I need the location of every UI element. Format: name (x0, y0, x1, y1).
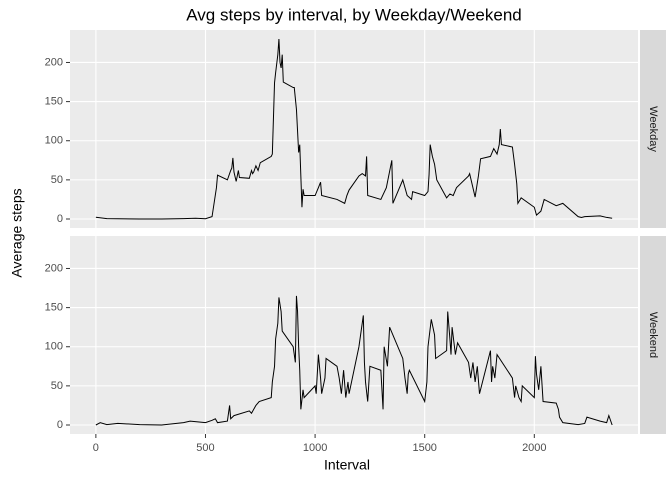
y-tick-label: 50 (51, 380, 63, 392)
x-tick-label: 2000 (522, 442, 546, 454)
x-tick-label: 0 (93, 442, 99, 454)
panel (70, 30, 638, 228)
line (95, 38, 613, 220)
y-tick-label: 100 (45, 341, 63, 353)
line (95, 295, 613, 426)
y-tick-label: 0 (57, 213, 63, 225)
strip-label: Weekend (647, 312, 659, 358)
y-tick-label: 200 (45, 262, 63, 274)
y-tick-label: 150 (45, 96, 63, 108)
strip (640, 30, 666, 228)
panel (70, 236, 638, 434)
y-tick-label: 100 (45, 135, 63, 147)
strip (640, 236, 666, 434)
strip-label: Weekday (647, 106, 659, 152)
y-tick-label: 150 (45, 302, 63, 314)
x-tick-label: 1000 (303, 442, 327, 454)
x-axis-label: Interval (324, 457, 370, 473)
chart-title: Avg steps by interval, by Weekday/Weeken… (186, 5, 521, 24)
y-tick-label: 0 (57, 419, 63, 431)
y-axis-label: Average steps (9, 188, 25, 277)
y-tick-label: 50 (51, 174, 63, 186)
x-tick-label: 500 (196, 442, 214, 454)
x-tick-label: 1500 (412, 442, 436, 454)
y-tick-label: 200 (45, 56, 63, 68)
